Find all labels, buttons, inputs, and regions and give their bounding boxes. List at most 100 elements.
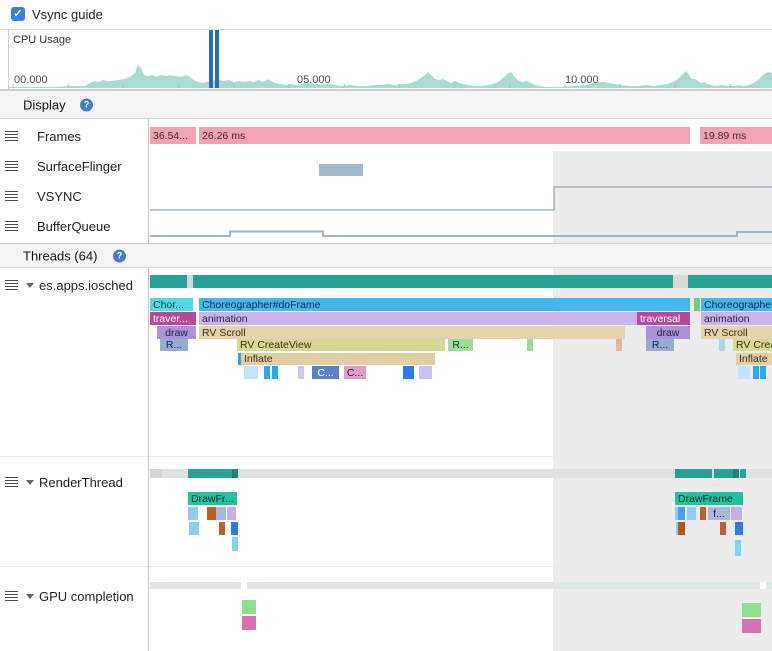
thread-state-seg[interactable] (760, 582, 766, 589)
trace-span[interactable] (527, 339, 533, 351)
trace-span[interactable]: Inflate (241, 353, 435, 365)
thread-state-running[interactable] (150, 275, 187, 288)
trace-span[interactable] (720, 522, 726, 535)
trace-span[interactable]: C... (344, 366, 366, 379)
trace-span[interactable] (616, 339, 622, 351)
thread-state-seg[interactable] (241, 582, 247, 589)
trace-span[interactable]: DrawFrame (675, 492, 743, 505)
drag-handle-icon[interactable] (5, 477, 18, 487)
trace-span[interactable] (731, 507, 742, 520)
gpu-span[interactable] (742, 603, 761, 617)
trace-span[interactable] (207, 507, 213, 520)
track-row-surfaceflinger[interactable]: SurfaceFlinger (0, 158, 122, 174)
thread-state-running[interactable] (679, 469, 685, 478)
threads-section-header[interactable]: Threads (64) ? (0, 243, 772, 268)
trace-span[interactable] (690, 507, 696, 520)
trace-span[interactable] (272, 366, 278, 379)
trace-span[interactable] (419, 366, 432, 379)
drag-handle-icon[interactable] (5, 221, 18, 231)
collapse-arrow-icon[interactable] (26, 593, 34, 599)
trace-span[interactable] (694, 298, 700, 311)
trace-span[interactable]: draw (157, 326, 196, 339)
drag-handle-icon[interactable] (5, 280, 18, 290)
drag-handle-icon[interactable] (5, 591, 18, 601)
thread-state-running[interactable] (675, 469, 681, 478)
thread-state-running[interactable] (688, 275, 772, 288)
track-row-frames[interactable]: Frames (0, 128, 81, 144)
trace-span[interactable]: RV Crea (733, 339, 772, 351)
trace-span[interactable] (760, 366, 766, 379)
trace-span[interactable]: Choreographe... (701, 298, 772, 311)
surfaceflinger-span[interactable] (319, 164, 363, 176)
trace-span[interactable] (219, 522, 225, 535)
thread-state-bar[interactable] (150, 582, 772, 589)
frame-bar[interactable]: 36.54... (150, 127, 196, 144)
trace-span[interactable] (211, 507, 217, 520)
trace-span[interactable] (678, 522, 685, 535)
thread-state-running[interactable] (689, 469, 712, 478)
help-icon[interactable]: ? (80, 98, 93, 111)
trace-span[interactable]: Chor... (150, 298, 193, 311)
trace-span[interactable]: RV Scroll (701, 326, 772, 339)
trace-span[interactable]: f... (708, 507, 730, 520)
trace-span[interactable] (244, 366, 258, 379)
trace-span[interactable]: animation (701, 312, 772, 325)
display-section-header[interactable]: Display ? (0, 90, 772, 119)
track-row-gpu-completion[interactable]: GPU completion (0, 588, 134, 604)
trace-span[interactable] (216, 507, 226, 520)
trace-span[interactable] (735, 522, 743, 535)
thread-state-running[interactable] (714, 469, 733, 478)
trace-span[interactable]: traver... (150, 312, 196, 325)
thread-state-running[interactable] (191, 469, 232, 478)
trace-span[interactable] (189, 522, 195, 535)
vsync-guide-checkbox[interactable]: ✓ (11, 7, 25, 21)
trace-span[interactable] (231, 522, 238, 535)
gpu-span[interactable] (742, 619, 761, 633)
track-row-iosched[interactable]: es.apps.iosched (0, 277, 133, 293)
gpu-span[interactable] (242, 616, 256, 630)
trace-span[interactable] (298, 366, 304, 379)
trace-span[interactable] (403, 366, 414, 379)
trace-span[interactable] (678, 507, 685, 520)
trace-span[interactable]: RV Scroll (199, 326, 625, 339)
thread-state-running[interactable] (193, 275, 673, 288)
cpu-usage-track[interactable]: CPU Usage 00.000 05.000 10.000 (0, 30, 772, 90)
trace-span[interactable]: DrawFr... (188, 492, 237, 505)
track-row-renderthread[interactable]: RenderThread (0, 474, 123, 490)
trace-span[interactable]: R... (448, 339, 473, 351)
drag-handle-icon[interactable] (5, 161, 18, 171)
trace-span[interactable] (264, 366, 270, 379)
trace-span[interactable]: RV CreateView (237, 339, 445, 351)
trace-span[interactable] (753, 366, 759, 379)
trace-span[interactable] (193, 522, 199, 535)
help-icon[interactable]: ? (113, 249, 126, 262)
thread-state-running[interactable] (232, 469, 238, 478)
trace-span[interactable] (232, 537, 238, 551)
frame-bar[interactable]: 19.89 ms (700, 127, 772, 144)
collapse-arrow-icon[interactable] (26, 282, 34, 288)
gpu-span[interactable] (242, 600, 256, 614)
thread-state-running[interactable] (740, 469, 746, 478)
thread-state-bar[interactable] (150, 469, 772, 478)
trace-span[interactable]: Choreographer#doFrame (199, 298, 690, 311)
trace-span[interactable] (719, 339, 725, 351)
thread-state-running[interactable] (685, 469, 691, 478)
track-row-vsync[interactable]: VSYNC (0, 188, 82, 204)
drag-handle-icon[interactable] (5, 191, 18, 201)
trace-span[interactable] (738, 366, 750, 379)
thread-state-running[interactable] (733, 469, 739, 478)
thread-state-seg[interactable] (150, 469, 162, 478)
trace-span[interactable] (227, 507, 236, 520)
collapse-arrow-icon[interactable] (26, 479, 34, 485)
trace-span[interactable]: draw (646, 326, 690, 339)
trace-span[interactable] (700, 507, 706, 520)
track-label-divider[interactable] (148, 119, 149, 651)
trace-span[interactable]: animation (199, 312, 637, 325)
trace-span[interactable] (192, 507, 198, 520)
frame-bar[interactable]: 26.26 ms (199, 127, 690, 144)
trace-span[interactable] (735, 540, 741, 556)
track-row-bufferqueue[interactable]: BufferQueue (0, 218, 110, 234)
trace-span[interactable]: Inflate (736, 353, 772, 365)
trace-span[interactable]: C... (312, 366, 339, 379)
trace-span[interactable]: R... (160, 339, 188, 351)
